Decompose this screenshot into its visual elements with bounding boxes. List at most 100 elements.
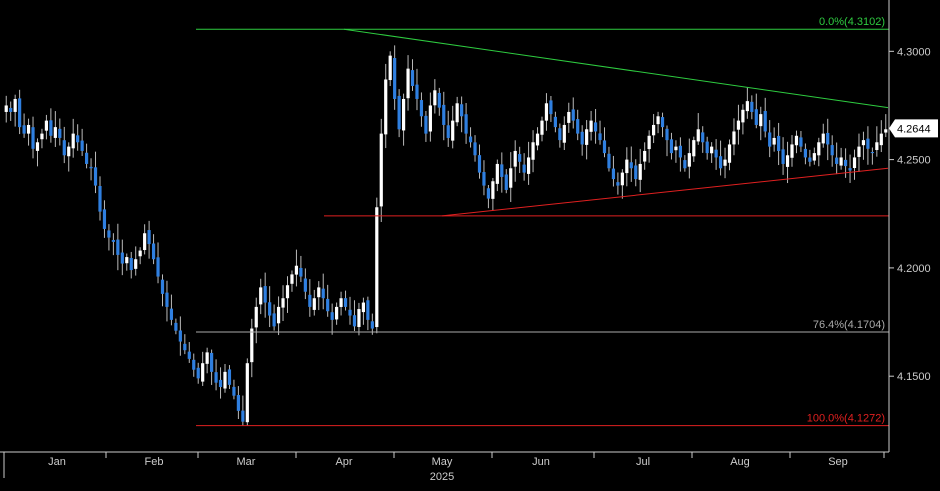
candle-body [727, 144, 732, 163]
candle-body [884, 129, 888, 133]
candle-body [410, 70, 415, 86]
candle-body [477, 155, 482, 173]
candle-body [723, 159, 727, 166]
candle-body [201, 363, 205, 382]
y-tick-label: 4.2500 [897, 155, 931, 167]
candle-body [129, 257, 133, 271]
candle-body [272, 313, 276, 327]
levels-layer: 0.0%(4.3102) 76.4%(4.1704) 100.0%(4.1272) [196, 16, 889, 427]
candle-body [174, 322, 178, 331]
y-tick-label: 4.3000 [897, 46, 931, 58]
candle-body [370, 321, 374, 329]
candle-body [660, 117, 665, 128]
candle-body [879, 133, 883, 146]
candle-body [526, 157, 531, 174]
last-price-label: 4.2644 [897, 123, 931, 135]
year-label: 2025 [430, 471, 454, 483]
candle-body [227, 369, 232, 385]
candle-body [602, 140, 607, 154]
candle-body [84, 152, 89, 164]
candle-body [549, 100, 553, 115]
candle-body [401, 98, 406, 131]
candle-body [808, 157, 812, 162]
candle-body [415, 84, 419, 99]
candle-body [428, 105, 432, 132]
candle-body [263, 286, 267, 303]
x-tick-label: Aug [730, 456, 750, 468]
candle-body [522, 164, 526, 173]
candle-body [781, 149, 785, 164]
candle-body [134, 259, 138, 269]
candle-body [375, 207, 379, 328]
candle-body [732, 131, 736, 145]
candle-body [710, 146, 714, 154]
candle-body [794, 135, 799, 146]
last-price-badge [889, 119, 938, 138]
candle-body [312, 298, 316, 310]
candle-body [89, 166, 93, 169]
y-tick-label: 4.1500 [897, 371, 931, 383]
candle-body [535, 133, 540, 146]
candle-body [839, 157, 843, 166]
candle-body [156, 257, 160, 277]
candle-body [236, 395, 240, 411]
candle-body [138, 250, 142, 257]
candle-body [276, 306, 281, 324]
candle-body [4, 105, 8, 112]
candle-body [745, 101, 749, 112]
candle-body [768, 132, 772, 147]
candle-body [634, 165, 638, 180]
candle-body [629, 162, 633, 169]
candle-body [218, 379, 223, 388]
candle-body [451, 120, 455, 141]
x-tick-label: Mar [237, 456, 256, 468]
candle-body [357, 309, 361, 327]
x-tick-label: Apr [335, 456, 352, 468]
candle-body [53, 127, 57, 138]
candle-body [843, 159, 848, 167]
candle-body [665, 128, 669, 141]
candle-body [540, 120, 544, 135]
candle-body [562, 124, 566, 143]
candle-body [303, 278, 307, 292]
candle-body [321, 288, 325, 299]
candle-body [531, 142, 535, 160]
candle-body [290, 274, 294, 284]
candle-body [379, 133, 383, 207]
x-tick-label: Jun [532, 456, 550, 468]
candle-body [31, 127, 35, 149]
candle-body [393, 58, 397, 99]
candle-body [120, 252, 124, 264]
candle-body [326, 298, 330, 312]
candle-body [785, 155, 790, 167]
candle-body [518, 154, 522, 162]
candle-body [620, 172, 624, 186]
candle-body [361, 302, 366, 313]
candle-body [647, 135, 651, 150]
candle-body [705, 141, 709, 154]
x-tick-label: Sep [828, 456, 848, 468]
candle-body [102, 209, 107, 229]
candle-body [40, 133, 44, 140]
candle-body [866, 138, 870, 149]
candle-body [821, 133, 825, 144]
candle-body [692, 140, 696, 157]
candle-body [388, 55, 392, 81]
candle-body [437, 92, 441, 108]
fib-label: 76.4%(4.1704) [813, 319, 885, 331]
candle-body [67, 146, 71, 157]
candle-body [777, 135, 781, 151]
candle-body [616, 182, 620, 186]
candle-body [49, 120, 53, 136]
candle-body [419, 100, 424, 117]
candle-body [58, 128, 62, 138]
candle-body [852, 157, 857, 169]
candle-body [875, 142, 879, 151]
candle-body [192, 359, 196, 370]
candle-body [763, 110, 767, 132]
candle-body [669, 139, 674, 154]
candle-body [513, 150, 517, 167]
candle-body [714, 149, 718, 158]
candle-body [607, 153, 611, 169]
